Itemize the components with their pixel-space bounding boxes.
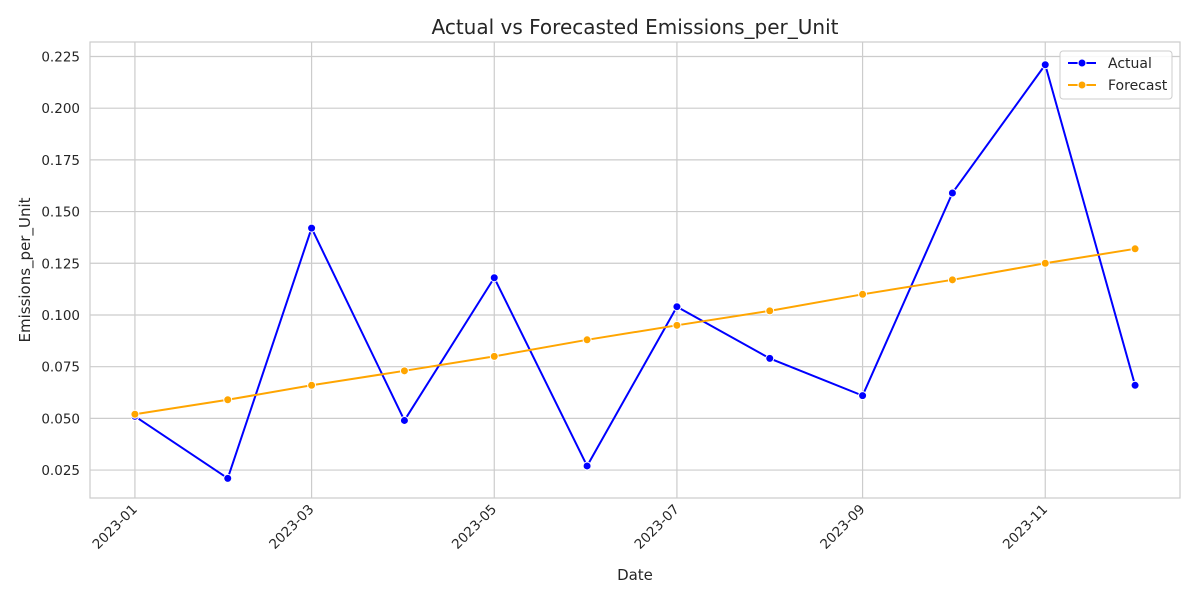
forecast-point (399, 366, 409, 376)
forecast-point (1040, 258, 1050, 268)
forecast-point (223, 395, 233, 405)
series-layer (130, 60, 1140, 483)
chart-title: Actual vs Forecasted Emissions_per_Unit (432, 15, 839, 39)
y-tick-label: 0.200 (41, 101, 80, 117)
actual-point (1040, 60, 1050, 70)
actual-point (672, 302, 682, 312)
forecast-point (765, 306, 775, 316)
legend-marker-forecast (1077, 80, 1087, 90)
x-tick-label: 2023-07 (632, 502, 683, 553)
actual-line (134, 63, 1137, 480)
forecast-point (672, 320, 682, 330)
y-tick-label: 0.025 (41, 463, 80, 479)
actual-point (582, 461, 592, 471)
series-actual (130, 60, 1140, 483)
grid-lines (90, 42, 1180, 498)
plot-area-frame (89, 41, 1181, 499)
legend-label-forecast: Forecast (1108, 78, 1168, 94)
actual-point (307, 223, 317, 233)
y-tick-label: 0.050 (41, 411, 80, 427)
y-tick-label: 0.175 (41, 153, 80, 169)
forecast-point (947, 275, 957, 285)
forecast-point (489, 351, 499, 361)
x-tick-label: 2023-11 (1000, 502, 1051, 553)
legend-marker-actual (1077, 58, 1087, 68)
forecast-point (307, 380, 317, 390)
x-tick-label: 2023-03 (266, 502, 317, 553)
actual-point (858, 391, 868, 401)
actual-point (1130, 380, 1140, 390)
y-tick-label: 0.150 (41, 205, 80, 221)
y-tick-label: 0.100 (41, 308, 80, 324)
y-tick-label: 0.225 (41, 49, 80, 65)
actual-point (765, 353, 775, 363)
legend-item-forecast: Forecast (1068, 78, 1168, 94)
legend-label-actual: Actual (1108, 56, 1152, 72)
forecast-line (134, 247, 1136, 416)
legend: Actual Forecast (1059, 50, 1173, 100)
x-tick-label: 2023-01 (90, 502, 141, 553)
forecast-point (582, 335, 592, 345)
actual-point (947, 188, 957, 198)
y-tick-label: 0.125 (41, 256, 80, 272)
legend-item-actual: Actual (1068, 56, 1152, 72)
x-axis-label: Date (617, 566, 653, 584)
actual-point (223, 473, 233, 483)
y-axis-label: Emissions_per_Unit (16, 197, 35, 342)
x-tick-label: 2023-09 (817, 502, 868, 553)
series-forecast (130, 244, 1140, 419)
forecast-point (1130, 244, 1140, 254)
y-tick-label: 0.075 (41, 360, 80, 376)
actual-point (399, 415, 409, 425)
tick-labels: 0.025 0.050 0.075 0.100 0.125 0.150 0.175 0.200… (41, 49, 1051, 552)
x-tick-label: 2023-05 (449, 502, 500, 553)
forecast-point (858, 289, 868, 299)
actual-point (489, 273, 499, 283)
forecast-point (130, 409, 140, 419)
